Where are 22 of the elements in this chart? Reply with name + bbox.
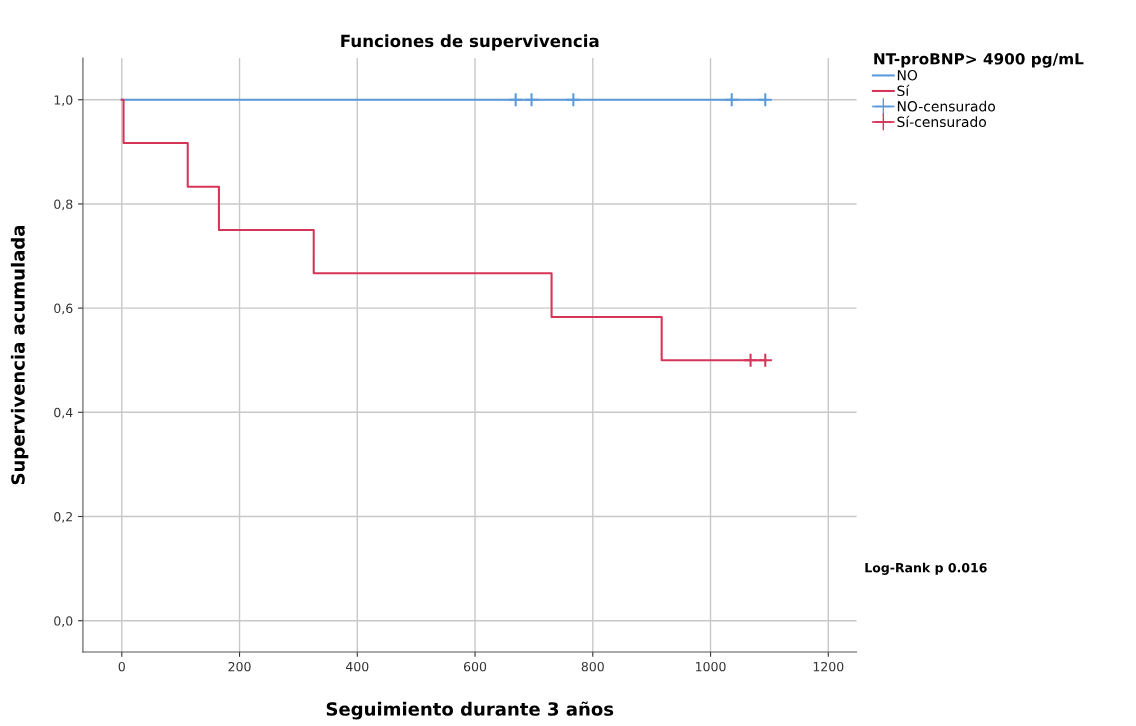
y-tick-label: 0,8: [54, 199, 73, 211]
legend-label: NO: [897, 70, 918, 81]
text: Log-Rank p 0.016: [865, 562, 987, 575]
legend-title: NT-proBNP> 4900 pg/mL: [874, 53, 1084, 68]
x-tick-label: 1000: [696, 661, 726, 672]
y-axis-title: Supervivencia acumulada: [10, 225, 29, 485]
legend-label: NO-censurado: [897, 100, 996, 112]
legend-label: Sí: [897, 84, 910, 97]
x-tick-label: 200: [228, 661, 251, 672]
y-tick-label: 0,2: [54, 511, 72, 523]
x-tick-label: 400: [345, 661, 369, 672]
y-tick-label: 1,0: [54, 95, 73, 106]
legend-label: Sí-censurado: [897, 115, 987, 128]
x-tick-label: 0: [118, 661, 125, 672]
y-tick-label: 0,4: [54, 407, 73, 419]
x-tick-label: 600: [463, 661, 487, 672]
y-tick-label: 0,0: [54, 616, 73, 627]
x-axis-title: Seguimiento durante 3 años: [326, 701, 614, 720]
y-tick-label: 0,6: [54, 303, 73, 315]
x-tick-label: 1200: [813, 661, 844, 672]
chart-title: Funciones de supervivencia: [341, 34, 599, 51]
x-tick-label: 800: [581, 661, 604, 672]
